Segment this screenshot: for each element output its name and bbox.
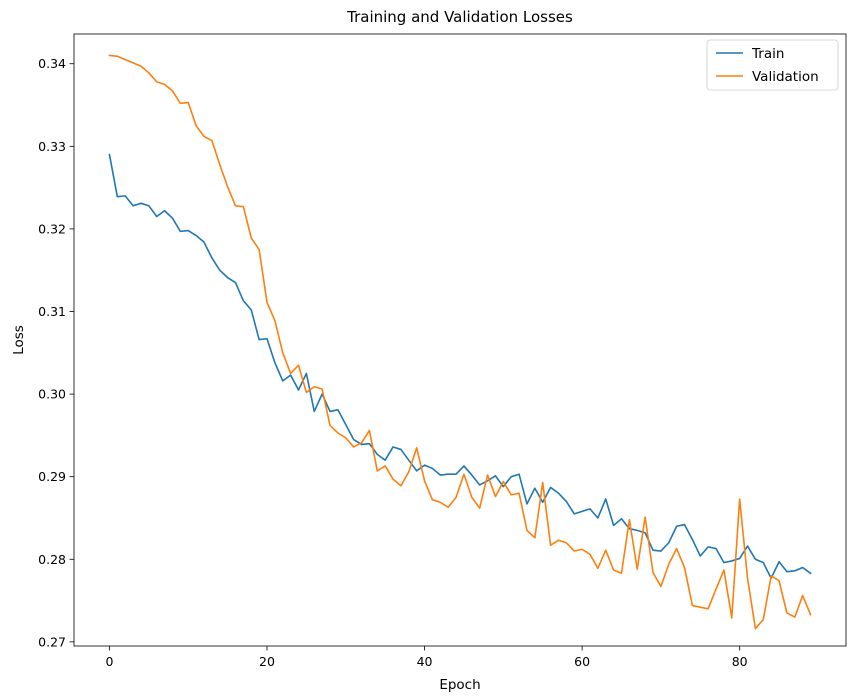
y-tick-label: 0.32 bbox=[38, 221, 66, 236]
plot-frame bbox=[73, 33, 847, 647]
series-line-train bbox=[108, 153, 812, 580]
y-tick-label: 0.28 bbox=[38, 552, 66, 567]
legend: Train Validation bbox=[706, 39, 839, 91]
x-axis-ticks: 0 20 40 60 80 bbox=[105, 646, 748, 669]
x-tick-label: 40 bbox=[417, 654, 433, 669]
y-axis-ticks: 0.27 0.28 0.29 0.30 0.31 0.32 0.33 0.34 bbox=[38, 56, 74, 649]
x-tick-label: 0 bbox=[105, 654, 113, 669]
y-tick-label: 0.30 bbox=[38, 387, 66, 402]
y-tick-label: 0.29 bbox=[38, 469, 66, 484]
y-tick-label: 0.33 bbox=[38, 139, 66, 154]
legend-label-validation: Validation bbox=[752, 69, 819, 85]
x-tick-label: 20 bbox=[259, 654, 275, 669]
y-tick-label: 0.27 bbox=[38, 634, 66, 649]
x-axis-label: Epoch bbox=[439, 677, 480, 693]
plot-lines bbox=[108, 54, 812, 630]
x-tick-label: 80 bbox=[732, 654, 748, 669]
legend-label-train: Train bbox=[751, 46, 784, 62]
chart-title: Training and Validation Losses bbox=[346, 8, 573, 26]
series-line-validation bbox=[108, 54, 812, 630]
y-tick-label: 0.31 bbox=[38, 304, 66, 319]
y-tick-label: 0.34 bbox=[38, 56, 66, 71]
x-tick-label: 60 bbox=[574, 654, 590, 669]
y-axis-label: Loss bbox=[11, 325, 27, 355]
